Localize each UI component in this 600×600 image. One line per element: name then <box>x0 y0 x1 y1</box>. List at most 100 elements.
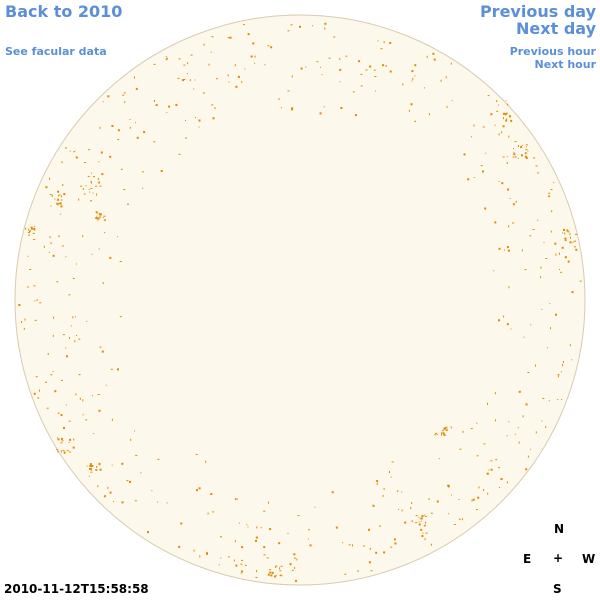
facula-spot <box>95 211 98 214</box>
facula-spot <box>523 336 525 338</box>
facula-spot <box>240 563 243 565</box>
facula-spot <box>376 482 378 485</box>
facula-spot <box>470 428 473 430</box>
facula-spot <box>505 119 508 122</box>
facula-spot <box>198 119 201 122</box>
facula-spot <box>207 512 209 515</box>
facula-spot <box>289 563 292 566</box>
facula-spot <box>575 248 578 251</box>
facula-spot <box>402 83 404 86</box>
facula-spot <box>410 507 412 510</box>
facula-spot <box>141 171 144 173</box>
facula-spot <box>352 544 353 547</box>
next-hour-link[interactable]: Next hour <box>534 58 597 71</box>
facula-spot <box>177 77 180 79</box>
facula-spot <box>62 450 65 452</box>
facula-spot <box>490 460 493 462</box>
facula-spot <box>496 110 499 112</box>
facula-spot <box>512 222 515 224</box>
facula-spot <box>255 576 258 578</box>
facula-spot <box>129 480 131 483</box>
facula-spot <box>458 518 461 520</box>
next-day-link[interactable]: Next day <box>516 19 596 38</box>
facula-spot <box>442 432 445 435</box>
facula-spot <box>206 552 208 555</box>
facula-spot <box>72 446 75 449</box>
facula-spot <box>105 384 107 386</box>
facula-spot <box>434 434 437 436</box>
facula-spot <box>89 463 92 466</box>
facula-spot <box>166 57 168 60</box>
facula-spot <box>551 210 553 213</box>
facula-spot <box>89 465 92 467</box>
facula-spot <box>542 398 545 399</box>
facula-spot <box>24 318 26 321</box>
facula-spot <box>517 427 519 429</box>
facula-spot <box>65 404 67 406</box>
facula-spot <box>377 40 379 42</box>
facula-spot <box>103 215 106 217</box>
facula-spot <box>390 546 393 548</box>
facula-spot <box>486 473 488 474</box>
facula-spot <box>52 254 55 257</box>
facula-spot <box>34 225 36 227</box>
see-facular-data-link[interactable]: See facular data <box>5 45 107 58</box>
facula-spot <box>154 100 155 102</box>
facula-spot <box>151 490 153 492</box>
facula-spot <box>205 460 207 463</box>
facula-spot <box>498 181 500 182</box>
facula-spot <box>287 90 290 92</box>
facula-spot <box>85 419 88 421</box>
facula-spot <box>548 400 550 402</box>
facula-spot <box>574 240 576 242</box>
facula-spot <box>93 176 95 178</box>
facula-spot <box>537 171 539 174</box>
facula-spot <box>263 510 266 512</box>
facula-spot <box>111 464 113 466</box>
facula-spot <box>414 75 416 77</box>
facula-spot <box>198 126 200 128</box>
facula-spot <box>121 462 124 465</box>
facula-spot <box>185 120 186 121</box>
facula-spot <box>506 156 508 158</box>
facula-spot <box>233 559 235 562</box>
facula-spot <box>502 125 505 128</box>
facula-spot <box>210 51 212 53</box>
facula-spot <box>498 133 500 136</box>
facula-spot <box>501 182 504 185</box>
facula-spot <box>553 182 555 184</box>
facula-spot <box>165 58 167 61</box>
compass-east-label: E <box>523 552 532 566</box>
facula-spot <box>82 235 84 238</box>
facula-spot <box>267 573 270 576</box>
facula-spot <box>264 64 266 66</box>
facula-spot <box>532 229 535 230</box>
facula-spot <box>506 246 509 249</box>
facula-spot <box>97 178 99 180</box>
facula-spot <box>527 455 529 458</box>
facula-spot <box>294 566 296 569</box>
facula-spot <box>411 502 413 505</box>
facula-spot <box>564 240 567 242</box>
facula-spot <box>178 58 181 60</box>
facula-spot <box>299 25 301 28</box>
facula-spot <box>562 232 563 234</box>
back-to-year-link[interactable]: Back to 2010 <box>5 2 123 21</box>
facula-spot <box>390 476 392 478</box>
compass-west-label: W <box>582 552 596 566</box>
facula-spot <box>418 516 420 518</box>
facula-spot <box>210 493 213 495</box>
facula-spot <box>518 145 519 147</box>
facula-spot <box>153 63 156 65</box>
facula-spot <box>293 553 296 556</box>
facula-spot <box>421 535 424 537</box>
previous-hour-link[interactable]: Previous hour <box>509 45 596 58</box>
facula-spot <box>60 202 62 205</box>
facula-spot <box>101 173 104 176</box>
facula-spot <box>175 104 178 107</box>
facula-spot <box>244 564 247 566</box>
facula-spot <box>70 325 72 327</box>
previous-day-link[interactable]: Previous day <box>479 2 596 21</box>
facula-spot <box>575 233 578 235</box>
facula-spot <box>543 242 545 244</box>
